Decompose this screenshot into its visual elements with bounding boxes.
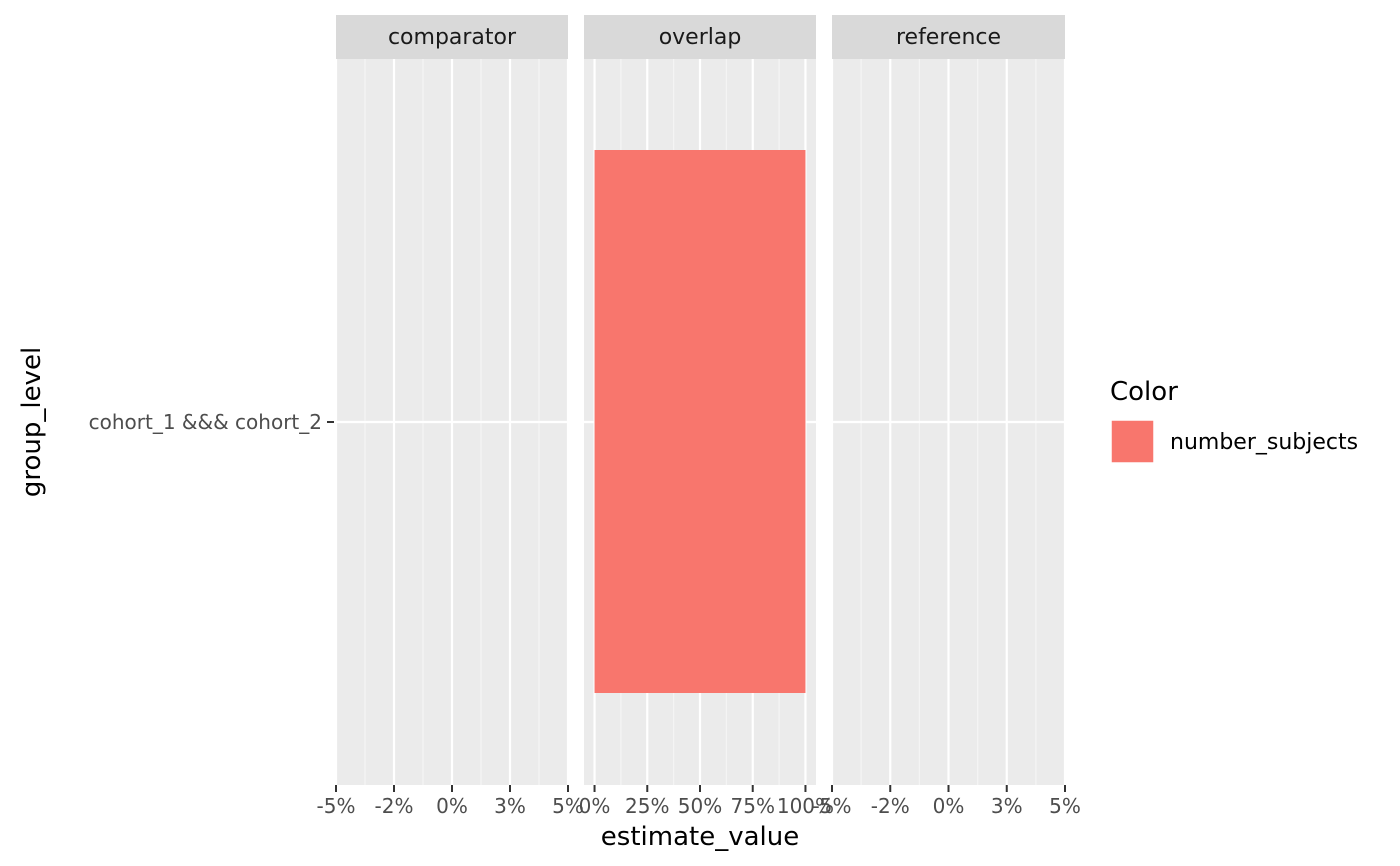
x-tick-label: 5%	[1049, 794, 1081, 818]
x-tick-label: -5%	[317, 794, 356, 818]
facet-strip-comparator	[336, 15, 568, 59]
y-axis-category-label: cohort_1 &&& cohort_2	[89, 410, 322, 434]
x-tick-label: 50%	[678, 794, 722, 818]
facet-strip-label-reference: reference	[896, 25, 1001, 50]
legend: Color number_subjects	[1110, 377, 1358, 464]
x-tick-label: -5%	[813, 794, 852, 818]
y-axis-title: group_level	[17, 347, 47, 497]
x-tick-label: 0%	[579, 794, 611, 818]
facet-strip-overlap	[584, 15, 816, 59]
x-tick-label: -2%	[375, 794, 414, 818]
x-tick-label: 100%	[777, 794, 834, 818]
facet-strip-label-overlap: overlap	[659, 25, 742, 50]
legend-label-number-subjects: number_subjects	[1170, 430, 1358, 455]
x-tick-label: 3%	[494, 794, 526, 818]
x-tick-label: 5%	[552, 794, 584, 818]
x-axis-title: estimate_value	[601, 822, 799, 852]
x-tick-label: -2%	[871, 794, 910, 818]
x-tick-label: 0%	[436, 794, 468, 818]
facet-strip-reference	[832, 15, 1065, 59]
x-tick-label: 3%	[991, 794, 1023, 818]
x-tick-label: 75%	[731, 794, 775, 818]
facet-strip-label-comparator: comparator	[388, 25, 517, 50]
legend-key-number-subjects	[1110, 419, 1155, 464]
bar-overlap	[594, 150, 806, 693]
x-tick-label: 25%	[625, 794, 669, 818]
legend-title: Color	[1110, 377, 1178, 407]
panels-layer: comparator -5% -2% 0% 3% 5% overlap 0% 25% 50% 75%…	[317, 15, 1081, 818]
x-tick-label: 0%	[933, 794, 965, 818]
